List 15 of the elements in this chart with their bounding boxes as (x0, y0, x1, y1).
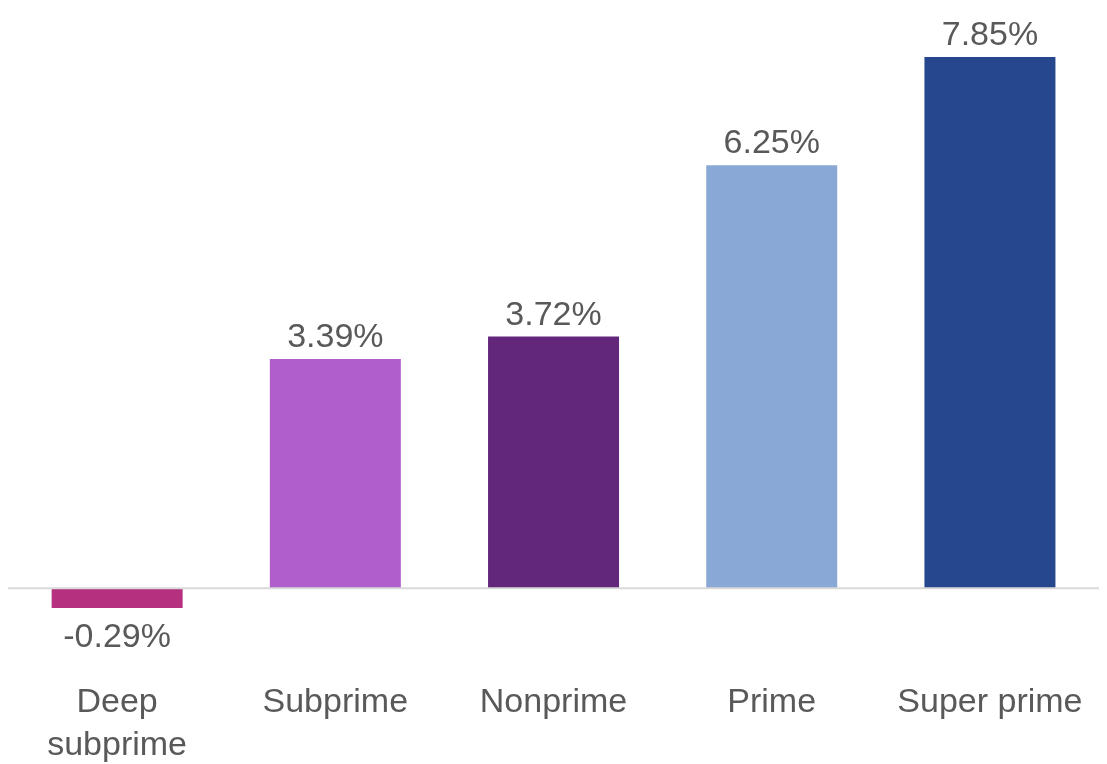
bar (51, 588, 183, 608)
x-tick-label: Deep subprime (47, 681, 188, 762)
bar (706, 165, 838, 589)
data-label: -0.29% (63, 615, 172, 654)
data-label: 6.25% (723, 122, 820, 161)
bar (269, 358, 401, 589)
x-tick-label: Subprime (262, 681, 409, 720)
x-tick-label: Nonprime (479, 681, 628, 720)
data-label: 3.72% (505, 293, 602, 332)
data-label: 7.85% (941, 14, 1039, 52)
bar (488, 336, 620, 589)
x-tick-label: Prime (727, 681, 817, 720)
x-tick-label: Super prime (897, 681, 1083, 720)
bar (924, 57, 1056, 589)
data-label: 3.39% (287, 315, 384, 354)
